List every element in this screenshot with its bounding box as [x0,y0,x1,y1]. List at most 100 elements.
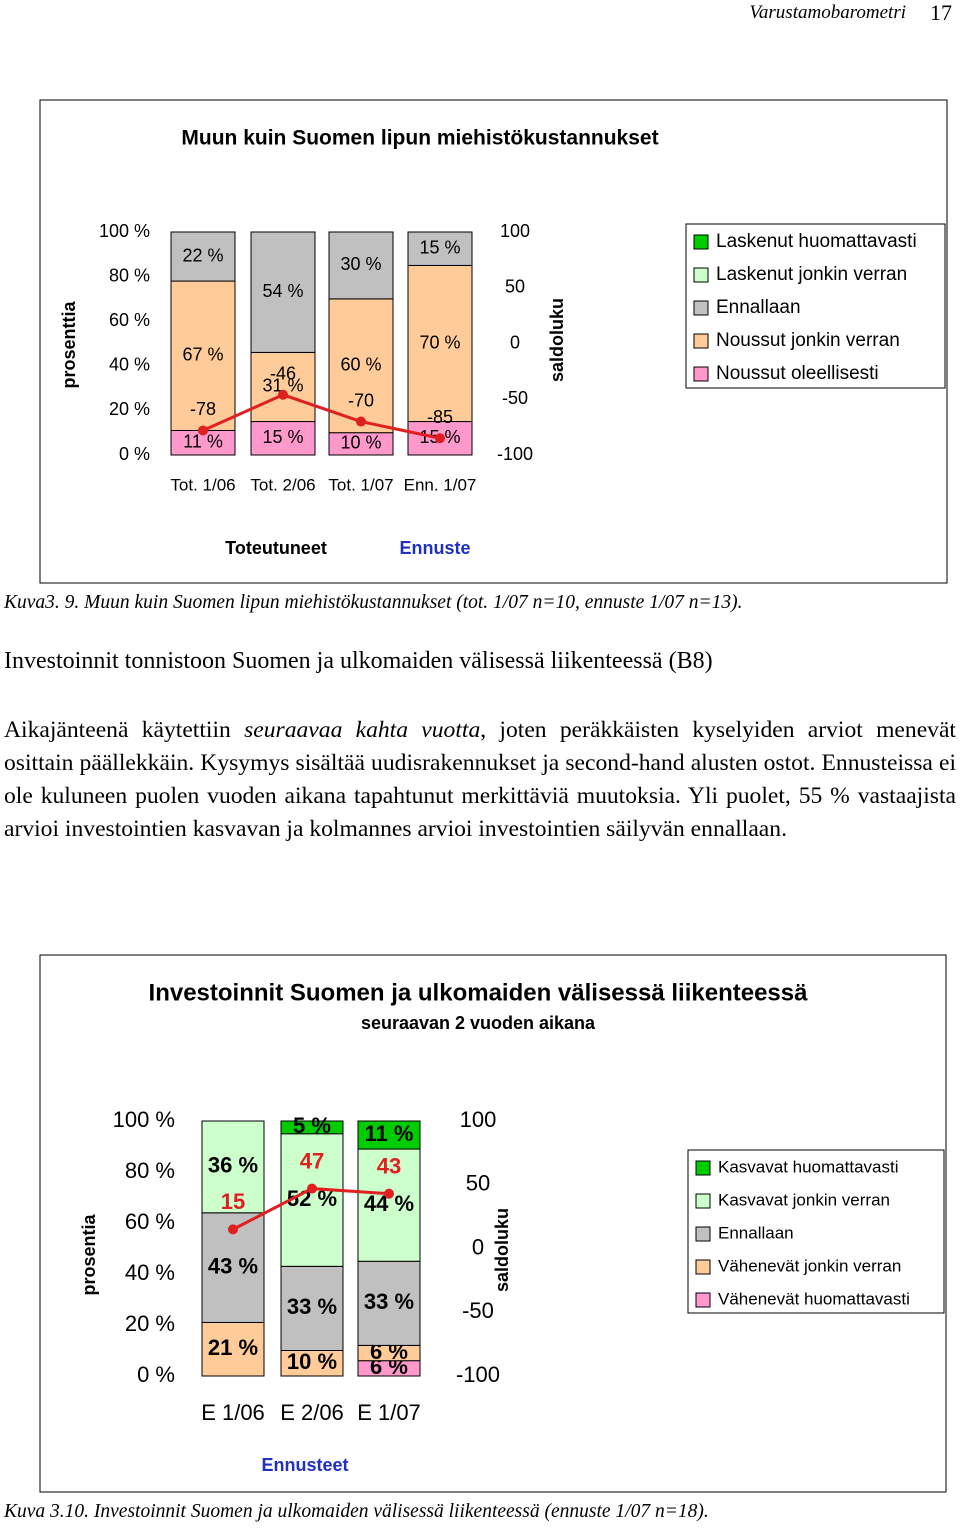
value-label: 67 % [182,345,223,365]
x-tick-label: Tot. 2/06 [250,475,315,494]
legend-label: Ennallaan [718,1223,794,1242]
legend-swatch [693,366,709,382]
x-tick-label: Enn. 1/07 [404,475,477,494]
value-label: 10 % [340,433,381,453]
bar-segment [407,264,473,423]
legend-label: Kasvavat huomattavasti [718,1157,898,1176]
y-tick-label: 40 % [125,1260,175,1285]
y2-axis-label: saldoluku [492,1208,512,1292]
figure-caption: Kuva3. 9. Muun kuin Suomen lipun miehist… [4,592,743,613]
balance-label: 47 [300,1148,324,1173]
y-tick-label: 100 % [113,1107,175,1132]
chart-title: Investoinnit Suomen ja ulkomaiden välise… [149,979,809,1006]
bar-segment [250,231,316,353]
section-heading: Investoinnit tonnistoon Suomen ja ulkoma… [4,648,713,674]
legend-swatch [693,267,709,283]
legend-swatch [693,234,709,250]
value-label: 33 % [364,1289,414,1314]
x-tick-label: E 1/07 [357,1400,421,1425]
chart-title: Muun kuin Suomen lipun miehistökustannuk… [181,127,658,150]
value-label: 33 % [287,1294,337,1319]
emphasis: seuraavaa kahta vuotta [244,717,481,743]
legend-label: Laskenut huomattavasti [716,231,917,252]
bar-segment [280,1265,344,1351]
value-label: 10 % [287,1349,337,1374]
bar-segment [407,231,473,266]
legend-label: Laskenut jonkin verran [716,264,907,285]
figure-caption: Kuva 3.10. Investoinnit Suomen ja ulkoma… [4,1501,709,1522]
y2-tick-label: 50 [466,1171,490,1196]
bar-segment [328,231,394,300]
group-label: Ennusteet [261,1455,348,1475]
y-tick-label: 0 % [119,444,150,464]
paragraph: Aikajänteenä käytettiin seuraavaa kahta … [4,714,956,846]
balance-label: -85 [427,407,453,427]
y2-tick-label: 100 [500,221,530,241]
x-tick-label: Tot. 1/07 [328,475,393,494]
y2-axis-label: saldoluku [547,298,567,382]
y-tick-label: 80 % [109,265,150,285]
y2-tick-label: -50 [502,388,528,408]
y-tick-label: 20 % [125,1311,175,1336]
value-label: 30 % [340,254,381,274]
value-label: 54 % [262,281,303,301]
value-label: 11 % [365,1121,414,1146]
value-label: 60 % [340,355,381,375]
x-tick-label: E 1/06 [201,1400,265,1425]
page-header-title: Varustamobarometri [749,2,906,23]
value-label: 43 % [208,1253,258,1278]
chart-frame [39,954,947,1493]
group-label: Ennuste [399,538,470,558]
bar-segment [280,1120,344,1135]
y-tick-label: 0 % [137,1362,175,1387]
chart-frame [39,99,948,584]
balance-line [202,393,441,440]
y-tick-label: 60 % [125,1209,175,1234]
y2-tick-label: 0 [510,332,520,352]
y-tick-label: 80 % [125,1158,175,1183]
bar-segment [250,351,316,423]
balance-point [356,416,366,427]
y2-tick-label: -50 [462,1298,494,1323]
legend-swatch [695,1259,711,1275]
balance-point [278,389,288,400]
legend-box [685,223,946,389]
y-axis-label: prosentia [79,1214,99,1296]
legend-swatch [693,300,709,316]
legend-label: Noussut oleellisesti [716,363,879,384]
balance-label: -70 [348,390,374,410]
text: Aikajänteenä käytettiin [4,717,245,743]
y-axis-label: prosenttia [59,301,79,389]
legend-swatch [695,1193,711,1209]
legend-box [687,1149,945,1314]
balance-label: -46 [270,364,296,384]
y2-tick-label: -100 [456,1362,500,1387]
balance-point [198,425,208,436]
legend-label: Vähenevät jonkin verran [718,1256,901,1275]
x-tick-label: Tot. 1/06 [170,475,235,494]
balance-label: 15 [221,1189,245,1214]
x-tick-label: E 2/06 [280,1400,344,1425]
balance-point [228,1224,238,1235]
y2-tick-label: 50 [505,277,525,297]
value-label: 31 % [262,376,303,396]
y-tick-label: 20 % [109,399,150,419]
value-label: 15 % [262,427,303,447]
balance-point [435,433,445,444]
value-label: 11 % [183,431,223,451]
page-number: 17 [930,0,952,25]
value-label: 36 % [208,1153,258,1178]
balance-label: 43 [377,1153,401,1178]
y-tick-label: 40 % [109,355,150,375]
value-label: 21 % [208,1335,258,1360]
legend-swatch [693,333,709,349]
bar-segment [250,421,316,456]
legend-label: Vähenevät huomattavasti [718,1289,910,1308]
chart-subtitle: seuraavan 2 vuoden aikana [361,1013,596,1033]
legend-label: Noussut jonkin verran [716,330,900,351]
y-tick-label: 100 % [99,221,150,241]
bar-segment [201,1321,265,1377]
bar-segment [357,1120,421,1150]
legend-swatch [695,1160,711,1176]
